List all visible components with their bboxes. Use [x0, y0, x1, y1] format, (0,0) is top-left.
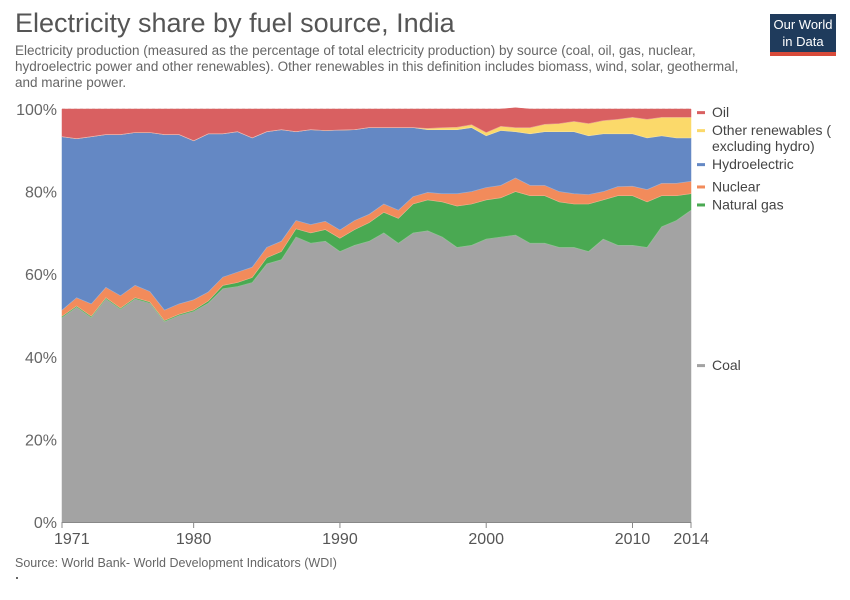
- legend: Oil Other renewables (excluding hydro) Hyd…: [697, 104, 831, 373]
- band-edge-coal: [61, 209, 692, 323]
- y-tick-label: 0%: [34, 515, 57, 532]
- legend-swatch: [697, 185, 705, 189]
- legend-item-oil[interactable]: Oil: [697, 104, 729, 120]
- y-tick-label: 80%: [25, 185, 57, 202]
- legend-item-hydroelectric[interactable]: Hydroelectric: [697, 156, 794, 172]
- legend-item-natural-gas[interactable]: Natural gas: [697, 196, 784, 212]
- area-oil[interactable]: [61, 107, 692, 142]
- y-tick-label: 20%: [25, 432, 57, 449]
- band-edge-hydroelectric: [61, 127, 691, 142]
- y-tick-label: 100%: [16, 102, 57, 119]
- legend-label: Other renewables (excluding hydro): [712, 122, 831, 154]
- x-tick-label: 2010: [615, 531, 651, 548]
- x-tick-label: 1980: [176, 531, 212, 548]
- owid-logo[interactable]: Our World in Data: [770, 14, 836, 56]
- y-axis: 0% 20% 40% 60% 80% 100%: [16, 102, 57, 532]
- legend-label: Natural gas: [712, 196, 784, 212]
- y-tick-label: 60%: [25, 267, 57, 284]
- chart-title: Electricity share by fuel source, India: [15, 8, 455, 38]
- area-series: [61, 107, 692, 523]
- legend-item-nuclear[interactable]: Nuclear: [697, 178, 761, 194]
- legend-swatch: [697, 111, 705, 115]
- x-tick-label: 1990: [322, 531, 358, 548]
- legend-item-other-renewables-excluding-hydro[interactable]: Other renewables (excluding hydro): [697, 122, 831, 154]
- band-edge-natural-gas: [61, 191, 692, 321]
- logo-line-1: Our World: [773, 17, 833, 32]
- footnote-dot: [16, 577, 18, 579]
- legend-label: Nuclear: [712, 178, 761, 194]
- legend-swatch: [697, 129, 705, 133]
- x-tick-label: 2014: [673, 531, 709, 548]
- legend-swatch: [697, 203, 705, 207]
- x-tick-label: 2000: [468, 531, 504, 548]
- legend-swatch: [697, 163, 705, 167]
- legend-item-coal[interactable]: Coal: [697, 357, 741, 373]
- source-note: Source: World Bank- World Development In…: [15, 556, 337, 570]
- x-tick-label: 1971: [54, 531, 90, 548]
- legend-label: Oil: [712, 104, 729, 120]
- x-axis: 1971 1980 1990 2000 2010 2014: [54, 522, 709, 548]
- legend-label: Hydroelectric: [712, 156, 794, 172]
- y-tick-label: 40%: [25, 350, 57, 367]
- band-edge-other-renewables-excluding-hydro: [61, 116, 691, 142]
- chart-subtitle: Electricity production (measured as the …: [15, 43, 739, 90]
- legend-swatch: [697, 364, 705, 368]
- band-edge-nuclear: [61, 177, 692, 311]
- legend-label: Coal: [712, 357, 741, 373]
- logo-line-2: in Data: [782, 34, 824, 49]
